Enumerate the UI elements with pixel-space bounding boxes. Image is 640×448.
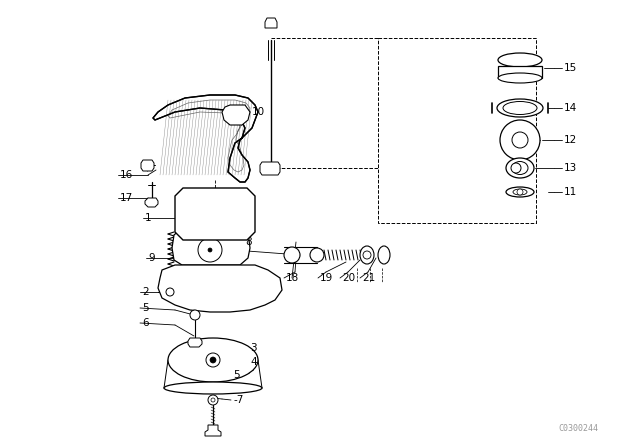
Polygon shape: [153, 95, 258, 182]
Text: 14: 14: [564, 103, 577, 113]
Ellipse shape: [498, 53, 542, 67]
Text: 5: 5: [233, 370, 239, 380]
Polygon shape: [205, 425, 221, 436]
Text: 19: 19: [320, 273, 333, 283]
Ellipse shape: [506, 158, 534, 178]
Text: 1: 1: [145, 213, 152, 223]
Polygon shape: [222, 105, 250, 125]
Circle shape: [500, 120, 540, 160]
Text: 11: 11: [264, 163, 277, 173]
Circle shape: [512, 132, 528, 148]
Text: 3: 3: [250, 343, 257, 353]
Ellipse shape: [284, 247, 300, 263]
Text: 15: 15: [564, 63, 577, 73]
Text: 21: 21: [362, 273, 375, 283]
Ellipse shape: [506, 187, 534, 197]
Circle shape: [208, 248, 212, 252]
Text: 5: 5: [142, 303, 148, 313]
Polygon shape: [158, 265, 282, 312]
Circle shape: [208, 395, 218, 405]
Polygon shape: [188, 338, 202, 347]
Circle shape: [211, 398, 215, 402]
Text: 2: 2: [142, 287, 148, 297]
Text: 11: 11: [564, 187, 577, 197]
Ellipse shape: [512, 161, 528, 175]
Text: 10: 10: [252, 107, 265, 117]
Ellipse shape: [168, 338, 258, 382]
Text: 18: 18: [286, 273, 300, 283]
Ellipse shape: [360, 246, 374, 264]
Text: 17: 17: [120, 193, 133, 203]
Ellipse shape: [164, 382, 262, 394]
Text: 4: 4: [250, 357, 257, 367]
Text: -7: -7: [233, 395, 243, 405]
Bar: [378, 38, 536, 223]
Ellipse shape: [378, 246, 390, 264]
Circle shape: [363, 251, 371, 259]
Text: 16: 16: [120, 170, 133, 180]
Circle shape: [190, 310, 200, 320]
Text: 8: 8: [245, 237, 252, 247]
Polygon shape: [172, 228, 250, 265]
Polygon shape: [145, 198, 158, 207]
Circle shape: [206, 353, 220, 367]
Polygon shape: [141, 160, 154, 171]
Text: 13: 13: [564, 163, 577, 173]
Polygon shape: [265, 18, 277, 28]
Ellipse shape: [513, 189, 527, 195]
Ellipse shape: [497, 99, 543, 117]
Text: C0300244: C0300244: [558, 423, 598, 432]
Polygon shape: [175, 188, 255, 240]
Circle shape: [210, 357, 216, 363]
Ellipse shape: [310, 248, 324, 262]
Circle shape: [166, 288, 174, 296]
Circle shape: [511, 163, 521, 173]
Ellipse shape: [503, 102, 537, 115]
Text: 9: 9: [148, 253, 155, 263]
Circle shape: [517, 189, 523, 195]
Ellipse shape: [498, 73, 542, 83]
Circle shape: [198, 238, 222, 262]
Bar: [498, 66, 542, 78]
Text: 12: 12: [564, 135, 577, 145]
Text: 6: 6: [142, 318, 148, 328]
Text: 20: 20: [342, 273, 355, 283]
Polygon shape: [260, 162, 280, 175]
